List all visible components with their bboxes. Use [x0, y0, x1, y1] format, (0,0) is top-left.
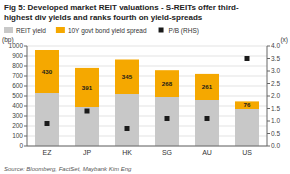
data-label: 430: [42, 68, 53, 75]
y2-tick-label: 2.0: [271, 92, 280, 99]
x-tick-label: EZ: [43, 149, 53, 156]
bar: [235, 109, 259, 146]
bar: [195, 74, 219, 100]
bar: [115, 94, 139, 146]
x-tick-label: HK: [122, 149, 132, 156]
grid-line: [27, 106, 267, 107]
point: [125, 126, 130, 131]
y2-tick-label: 4.0: [271, 42, 280, 49]
y-axis-line: [27, 46, 28, 146]
legend-swatch: [56, 27, 65, 33]
grid-line: [27, 86, 267, 87]
legend-swatch: [4, 27, 13, 33]
y-tick-label: 400: [12, 102, 23, 109]
bar: [75, 107, 99, 146]
grid-line: [27, 116, 267, 117]
y2-axis-line: [267, 46, 268, 146]
x-tick-label: US: [242, 149, 252, 156]
chart: Fig 5: Developed market REIT valuations …: [0, 0, 290, 174]
grid-line: [27, 56, 267, 57]
grid-line: [27, 146, 267, 147]
x-tick-label: AU: [202, 149, 212, 156]
grid-line: [27, 76, 267, 77]
grid-line: [27, 96, 267, 97]
data-labels: 430 391 345 268 261 76: [42, 68, 251, 109]
bar: [155, 97, 179, 146]
y-tick-label: 0: [19, 142, 23, 149]
y-tick-label: 200: [12, 122, 23, 129]
point: [85, 109, 90, 114]
y-tick-label: 700: [12, 72, 23, 79]
x-tick-label: JP: [83, 149, 92, 156]
point: [205, 116, 210, 121]
grid-line: [27, 46, 267, 47]
bar: [35, 50, 59, 93]
y2-tick-label: 0.5: [271, 130, 280, 137]
legend-label: P/B (RHS): [169, 27, 199, 35]
y-tick-label: 900: [12, 52, 23, 59]
y2-tick-label: 3.0: [271, 67, 280, 74]
y-tick-label: 500: [12, 92, 23, 99]
bar: [155, 70, 179, 97]
y-tick-label: 300: [12, 112, 23, 119]
y-axis-label: (bp): [2, 36, 14, 44]
y-tick-label: 100: [12, 132, 23, 139]
annotation: Source: Bloomberg, FactSet, Maybank Kim …: [4, 166, 132, 172]
subtitle: highest div yields and ranks fourth on y…: [4, 13, 203, 22]
grid-line: [27, 136, 267, 137]
legend-label: 10Y govt bond yield spread: [68, 27, 147, 35]
data-label: 76: [244, 101, 251, 108]
y2-tick-label: 1.0: [271, 117, 280, 124]
y2-tick-label: 3.5: [271, 55, 280, 62]
bar: [75, 68, 99, 107]
legend-label: REIT yield: [16, 27, 46, 35]
y2-axis-label: (x): [280, 36, 288, 44]
bar: [115, 60, 139, 95]
point: [165, 116, 170, 121]
y2-tick-label: 1.5: [271, 105, 280, 112]
legend-marker: [159, 28, 164, 33]
x-tick-label: SG: [162, 149, 172, 156]
data-label: 391: [82, 84, 93, 91]
point: [45, 121, 50, 126]
title: Fig 5: Developed market REIT valuations …: [4, 3, 239, 12]
grid-line: [27, 126, 267, 127]
bar: [235, 101, 259, 109]
y-tick-label: 800: [12, 62, 23, 69]
marks: [35, 50, 259, 146]
y2-tick-label: 0.0: [271, 142, 280, 149]
grid-line: [27, 66, 267, 67]
bar: [35, 93, 59, 146]
y-tick-label: 600: [12, 82, 23, 89]
x-axis-line: [27, 146, 267, 147]
bar: [195, 100, 219, 146]
legend: REIT yield 10Y govt bond yield spread P/B …: [4, 27, 199, 35]
data-label: 268: [162, 80, 173, 87]
data-label: 261: [202, 83, 213, 90]
point: [245, 56, 250, 61]
y-tick-label: 1000: [9, 42, 24, 49]
data-label: 345: [122, 73, 133, 80]
y2-tick-label: 2.5: [271, 80, 280, 87]
